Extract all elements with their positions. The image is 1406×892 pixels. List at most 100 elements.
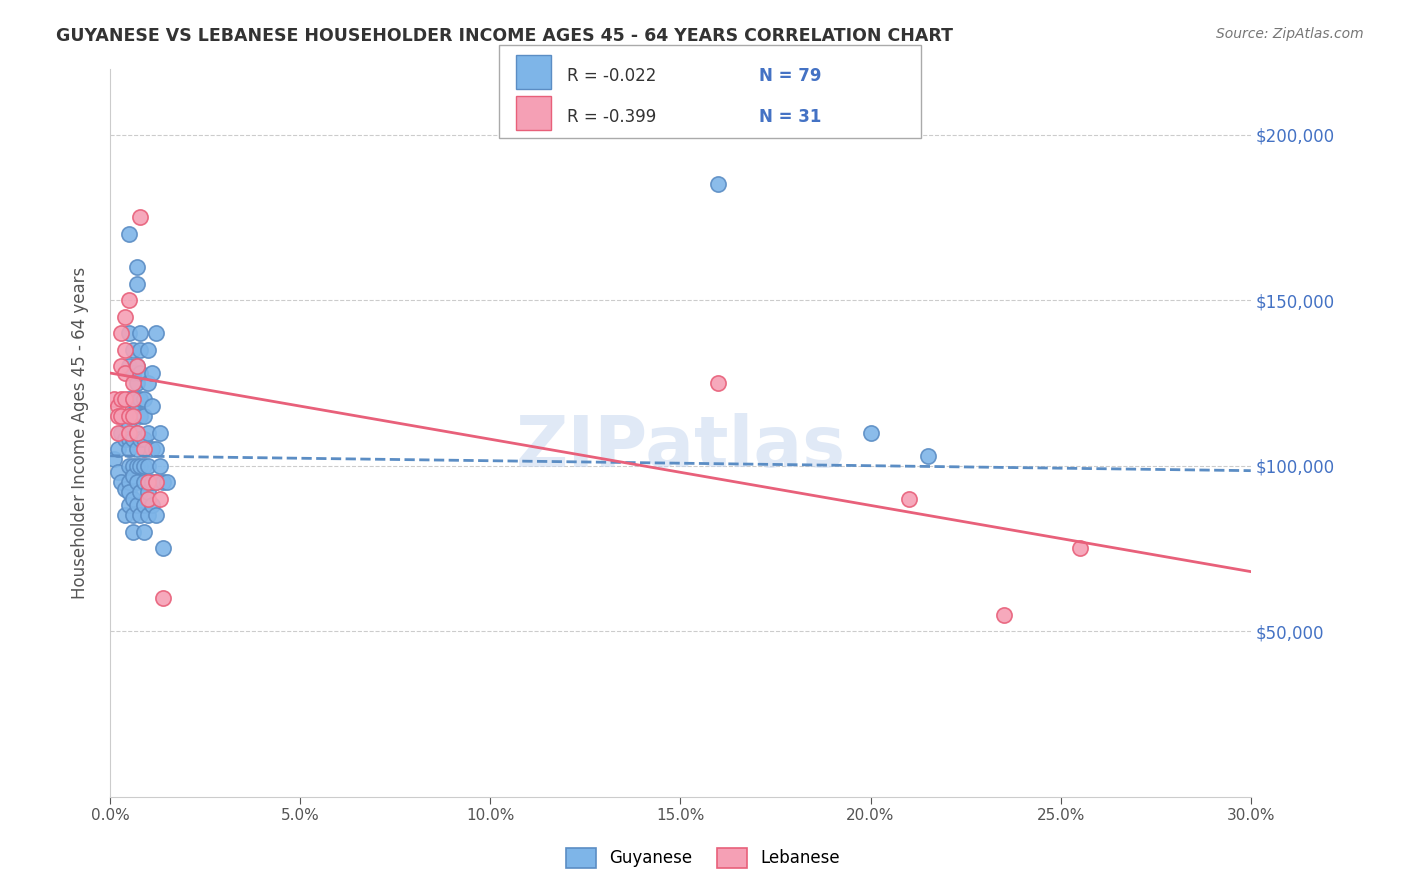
Point <box>107 409 129 423</box>
Point <box>107 466 129 480</box>
Point <box>136 458 159 473</box>
Point <box>134 442 156 457</box>
Point <box>114 432 136 446</box>
Point <box>136 343 159 357</box>
Point <box>917 449 939 463</box>
Point <box>129 211 152 225</box>
Point <box>114 366 136 380</box>
Point <box>118 326 141 341</box>
Point <box>125 260 148 274</box>
Point <box>118 409 141 423</box>
Point <box>122 366 145 380</box>
Point <box>114 482 136 496</box>
Point <box>125 499 148 513</box>
Point <box>122 458 145 473</box>
Point <box>145 326 167 341</box>
Point <box>152 475 174 490</box>
Point <box>707 376 730 390</box>
Legend: Guyanese, Lebanese: Guyanese, Lebanese <box>560 841 846 875</box>
Point <box>129 366 152 380</box>
Point <box>122 524 145 539</box>
Point <box>125 277 148 291</box>
Point <box>125 442 148 457</box>
Point <box>859 425 882 440</box>
Point <box>110 326 132 341</box>
Point <box>122 343 145 357</box>
Point <box>107 399 129 413</box>
Point <box>136 425 159 440</box>
Text: N = 31: N = 31 <box>759 108 821 126</box>
Point <box>118 458 141 473</box>
Point <box>141 475 163 490</box>
Text: GUYANESE VS LEBANESE HOUSEHOLDER INCOME AGES 45 - 64 YEARS CORRELATION CHART: GUYANESE VS LEBANESE HOUSEHOLDER INCOME … <box>56 27 953 45</box>
Point <box>134 432 156 446</box>
Point <box>125 475 148 490</box>
Point <box>122 432 145 446</box>
Point <box>103 452 125 467</box>
Point <box>141 442 163 457</box>
Point <box>141 499 163 513</box>
Point <box>129 485 152 500</box>
Point <box>122 409 145 423</box>
Point <box>125 458 148 473</box>
Point <box>118 432 141 446</box>
Point <box>122 392 145 407</box>
Point <box>118 227 141 241</box>
Point <box>129 458 152 473</box>
Point <box>145 475 167 490</box>
Point <box>125 425 148 440</box>
Point <box>110 392 132 407</box>
Text: N = 79: N = 79 <box>759 67 821 85</box>
Point <box>118 409 141 423</box>
Point <box>125 359 148 374</box>
Point <box>134 409 156 423</box>
Point <box>125 399 148 413</box>
Point <box>136 475 159 490</box>
Point <box>136 491 159 506</box>
Point <box>118 392 141 407</box>
Point <box>118 475 141 490</box>
Point <box>129 392 152 407</box>
Y-axis label: Householder Income Ages 45 - 64 years: Householder Income Ages 45 - 64 years <box>72 267 89 599</box>
Point <box>136 508 159 523</box>
Point <box>1069 541 1091 556</box>
Point <box>141 366 163 380</box>
Point <box>122 409 145 423</box>
Point <box>122 376 145 390</box>
Point <box>122 468 145 483</box>
Point <box>118 359 141 374</box>
Point <box>148 458 170 473</box>
Point <box>129 343 152 357</box>
Text: Source: ZipAtlas.com: Source: ZipAtlas.com <box>1216 27 1364 41</box>
Point <box>118 425 141 440</box>
Point <box>134 475 156 490</box>
Point <box>110 409 132 423</box>
Point <box>110 475 132 490</box>
Point <box>152 591 174 606</box>
Point <box>110 425 132 440</box>
Point <box>122 508 145 523</box>
Point <box>129 432 152 446</box>
Point <box>136 485 159 500</box>
Point <box>141 399 163 413</box>
Point <box>129 409 152 423</box>
Point <box>114 343 136 357</box>
Point <box>118 442 141 457</box>
Point <box>145 475 167 490</box>
Point <box>145 508 167 523</box>
Point <box>129 508 152 523</box>
Point <box>134 458 156 473</box>
Text: R = -0.022: R = -0.022 <box>567 67 657 85</box>
Point <box>148 425 170 440</box>
Point <box>107 425 129 440</box>
Point <box>125 376 148 390</box>
Point <box>118 419 141 434</box>
Point <box>125 425 148 440</box>
Point <box>122 392 145 407</box>
Text: R = -0.399: R = -0.399 <box>567 108 655 126</box>
Point <box>148 491 170 506</box>
Point <box>129 326 152 341</box>
Point <box>707 178 730 192</box>
Point <box>125 359 148 374</box>
Point <box>118 499 141 513</box>
